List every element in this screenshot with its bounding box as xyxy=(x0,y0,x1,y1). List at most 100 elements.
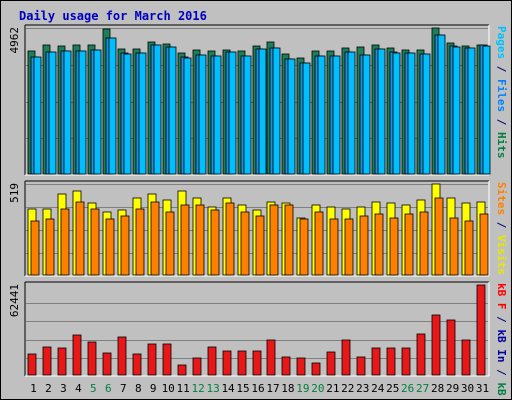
bar-kb-f xyxy=(252,350,262,376)
bar-sites xyxy=(150,201,160,276)
x-tick-label: 7 xyxy=(120,382,127,395)
x-tick-label: 27 xyxy=(416,382,429,395)
bar-kb-f xyxy=(326,351,336,376)
bar-sites xyxy=(344,218,354,276)
x-tick-label: 24 xyxy=(371,382,385,395)
bar-pages xyxy=(272,47,281,175)
bar-sites xyxy=(45,218,55,276)
bar-pages xyxy=(198,54,207,175)
bar-pages xyxy=(317,55,326,175)
x-tick-label: 31 xyxy=(476,382,489,395)
legend-segment: / xyxy=(495,215,508,235)
bar-kb-f xyxy=(147,343,157,376)
x-tick-label: 28 xyxy=(431,382,444,395)
x-tick-label: 10 xyxy=(162,382,175,395)
x-tick-label: 22 xyxy=(341,382,354,395)
max-value-label: 62441 xyxy=(8,284,21,317)
bar-pages xyxy=(332,55,341,175)
bar-pages xyxy=(108,37,117,175)
bar-sites xyxy=(299,218,309,276)
max-value-label: 4962 xyxy=(8,27,21,54)
bar-sites xyxy=(30,220,40,276)
bar-kb-f xyxy=(476,284,486,376)
legend-segment: / xyxy=(495,310,508,330)
legend-segment: Files xyxy=(495,79,508,112)
bar-kb-f xyxy=(102,352,112,376)
bar-pages xyxy=(48,51,57,175)
bar-pages xyxy=(407,52,416,175)
legend-segment: Hits xyxy=(495,132,508,159)
x-tick-label: 20 xyxy=(311,382,324,395)
bar-pages xyxy=(422,53,431,175)
x-tick-label: 5 xyxy=(90,382,97,395)
bar-kb-f xyxy=(356,356,366,376)
bar-sites xyxy=(434,197,444,276)
bar-kb-f xyxy=(431,314,441,376)
max-value-label: 519 xyxy=(8,183,21,203)
bar-kb-f xyxy=(266,339,276,376)
x-tick-label: 29 xyxy=(446,382,459,395)
bar-sites xyxy=(284,204,294,276)
bar-pages xyxy=(93,49,102,175)
bar-sites xyxy=(329,218,339,276)
legend-segment: Visits xyxy=(495,235,508,275)
axis-legend-label: Pages / Files / Hits xyxy=(495,26,508,159)
x-tick-label: 21 xyxy=(326,382,339,395)
bar-kb-f xyxy=(446,319,456,376)
x-tick-label: 12 xyxy=(192,382,205,395)
bar-sites xyxy=(120,215,130,276)
x-tick-label: 25 xyxy=(386,382,399,395)
bar-sites xyxy=(314,211,324,276)
bar-pages xyxy=(33,56,42,175)
bar-pages xyxy=(138,52,147,175)
bar-sites xyxy=(210,209,220,276)
x-tick-label: 4 xyxy=(75,382,82,395)
bar-kb-f xyxy=(416,333,426,376)
x-tick-label: 26 xyxy=(401,382,414,395)
bar-kb-f xyxy=(237,350,247,376)
bar-pages xyxy=(63,50,72,175)
bar-pages xyxy=(153,44,162,175)
bar-kb-f xyxy=(42,346,52,376)
bar-sites xyxy=(135,208,145,276)
bar-sites xyxy=(90,208,100,276)
bar-pages xyxy=(243,55,252,175)
bar-kb-f xyxy=(57,347,67,376)
bar-kb-f xyxy=(87,341,97,376)
x-tick-label: 14 xyxy=(221,382,235,395)
x-tick-labels: 1 2 3 4 5 6 7 8 9 10 11 12 13 14 15 16 17 18 19 20 21 22 23 24 2… xyxy=(30,382,489,395)
legend-segment: / xyxy=(495,112,508,132)
x-tick-label: 30 xyxy=(461,382,474,395)
bar-sites xyxy=(269,204,279,276)
bar-sites xyxy=(479,213,489,276)
bar-sites xyxy=(180,204,190,276)
x-tick-label: 9 xyxy=(150,382,157,395)
bar-kb-f xyxy=(132,353,142,376)
bar-kb-f xyxy=(27,353,37,376)
bar-sites xyxy=(359,215,369,276)
legend-segment: kB Out xyxy=(495,382,508,400)
bar-pages xyxy=(347,51,356,175)
bar-kb-f xyxy=(341,339,351,376)
bar-sites xyxy=(225,202,235,276)
x-tick-label: 3 xyxy=(60,382,67,395)
bar-kb-f xyxy=(371,347,381,376)
x-tick-label: 1 xyxy=(30,382,37,395)
x-tick-label: 23 xyxy=(356,382,369,395)
panel-visits-sites: 519 Sites / Visits xyxy=(8,180,508,277)
bar-kb-f xyxy=(461,339,471,376)
bar-kb-f xyxy=(192,357,202,376)
axis-legend-label: Sites / Visits xyxy=(495,182,508,275)
x-tick-label: 18 xyxy=(281,382,294,395)
bar-sites xyxy=(75,201,85,276)
x-tick-label: 16 xyxy=(251,382,264,395)
bar-pages xyxy=(183,57,192,175)
legend-segment: / xyxy=(495,363,508,383)
bar-sites xyxy=(374,213,384,276)
x-tick-label: 17 xyxy=(266,382,279,395)
bar-kb-f xyxy=(117,336,127,376)
bar-pages xyxy=(467,47,476,175)
